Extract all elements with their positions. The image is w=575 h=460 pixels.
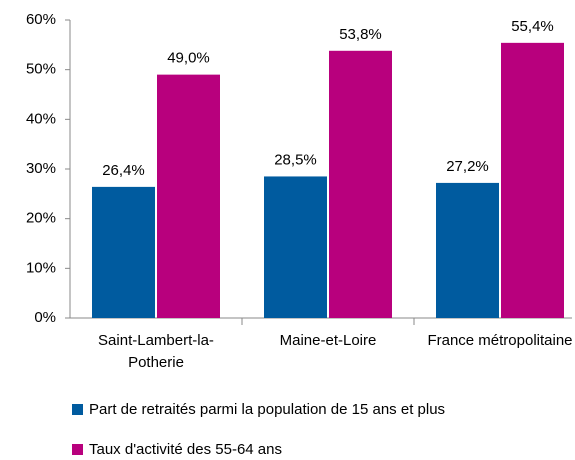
legend-label: Taux d'activité des 55-64 ans [89,441,282,458]
bar [92,186,155,318]
x-tick-label: Saint-Lambert-la-Potherie [98,332,214,371]
legend-swatch [72,444,83,455]
legend-item: Part de retraités parmi la population de… [72,401,445,418]
legend-item: Taux d'activité des 55-64 ans [72,441,282,458]
y-tick-label: 30% [26,160,56,177]
data-label: 49,0% [167,50,210,67]
y-tick-label: 10% [26,259,56,276]
y-tick-label: 40% [26,110,56,127]
y-tick-label: 60% [26,11,56,28]
bar [436,182,499,318]
x-tick-label: France métropolitaine [427,332,573,349]
y-tick-label: 50% [26,61,56,78]
bar [501,42,564,318]
data-label: 28,5% [274,151,317,168]
data-label: 53,8% [339,26,382,43]
bar [157,74,220,318]
legend-label: Part de retraités parmi la population de… [89,401,446,418]
x-tick-label: Maine-et-Loire [279,332,377,349]
data-label: 26,4% [102,162,145,179]
data-label: 55,4% [511,18,554,35]
bar [329,50,392,318]
bar [264,176,327,318]
y-tick-label: 0% [34,309,56,326]
y-tick-label: 20% [26,210,56,227]
data-label: 27,2% [446,158,489,175]
legend-swatch [72,404,83,415]
